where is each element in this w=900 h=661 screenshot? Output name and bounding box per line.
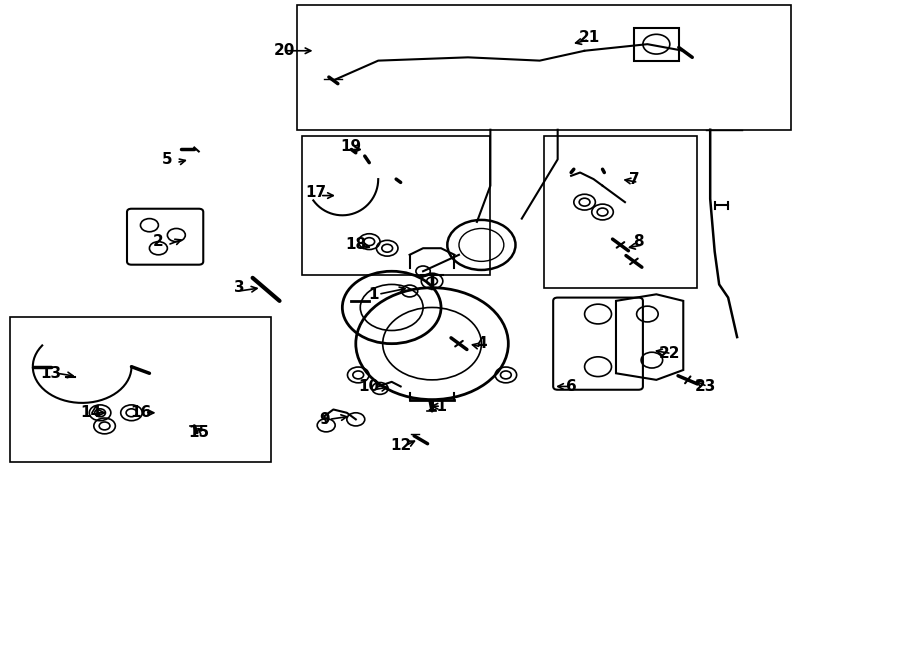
Text: 10: 10 [359, 379, 380, 394]
Text: 5: 5 [162, 152, 173, 167]
Bar [544, 136, 697, 288]
Text: 23: 23 [695, 379, 716, 394]
Text: 1: 1 [368, 287, 379, 302]
Text: 8: 8 [633, 234, 643, 249]
Text: 3: 3 [234, 280, 245, 295]
Text: 21: 21 [579, 30, 599, 45]
Text: 18: 18 [346, 237, 366, 253]
Bar [298, 5, 791, 130]
Text: 14: 14 [80, 405, 102, 420]
Bar [11, 317, 271, 462]
Bar [634, 28, 679, 61]
Text: 12: 12 [390, 438, 411, 453]
Text: 2: 2 [153, 234, 164, 249]
Text: 16: 16 [130, 405, 151, 420]
Bar [302, 136, 491, 274]
Text: 13: 13 [40, 366, 61, 381]
Text: 19: 19 [341, 139, 362, 154]
Text: 22: 22 [659, 346, 680, 361]
Text: 15: 15 [188, 425, 210, 440]
Text: 7: 7 [628, 172, 639, 186]
Text: 9: 9 [320, 412, 329, 427]
Text: 11: 11 [426, 399, 447, 414]
Text: 4: 4 [476, 336, 487, 351]
Text: 20: 20 [274, 43, 294, 58]
Text: 6: 6 [566, 379, 577, 394]
Text: 17: 17 [305, 185, 326, 200]
